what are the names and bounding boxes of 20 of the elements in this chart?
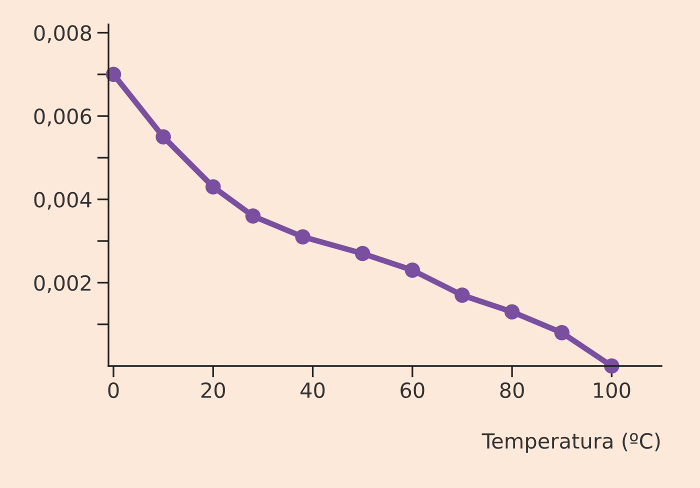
x-tick-label: 100 xyxy=(594,382,630,398)
x-tick-label: 60 xyxy=(400,382,424,398)
point xyxy=(504,304,520,320)
x-tick-label: 40 xyxy=(300,382,325,398)
x-tick-label: 0 xyxy=(108,382,119,398)
x-axis-title: Temperatura (ºC) xyxy=(482,432,660,453)
point xyxy=(454,288,470,303)
point xyxy=(156,129,171,145)
x-tick-label: 80 xyxy=(500,382,524,398)
point xyxy=(295,229,310,244)
y-tick-label: 0,006 xyxy=(34,108,92,126)
point xyxy=(205,179,221,195)
x-tick-label: 20 xyxy=(201,382,225,398)
point xyxy=(245,208,261,224)
point xyxy=(554,325,570,340)
point xyxy=(354,246,370,262)
y-tick-label: 0,002 xyxy=(34,275,90,294)
y-tick-label: 0,008 xyxy=(34,25,92,44)
y-tick-label: 0,004 xyxy=(34,192,92,210)
point xyxy=(404,262,420,278)
